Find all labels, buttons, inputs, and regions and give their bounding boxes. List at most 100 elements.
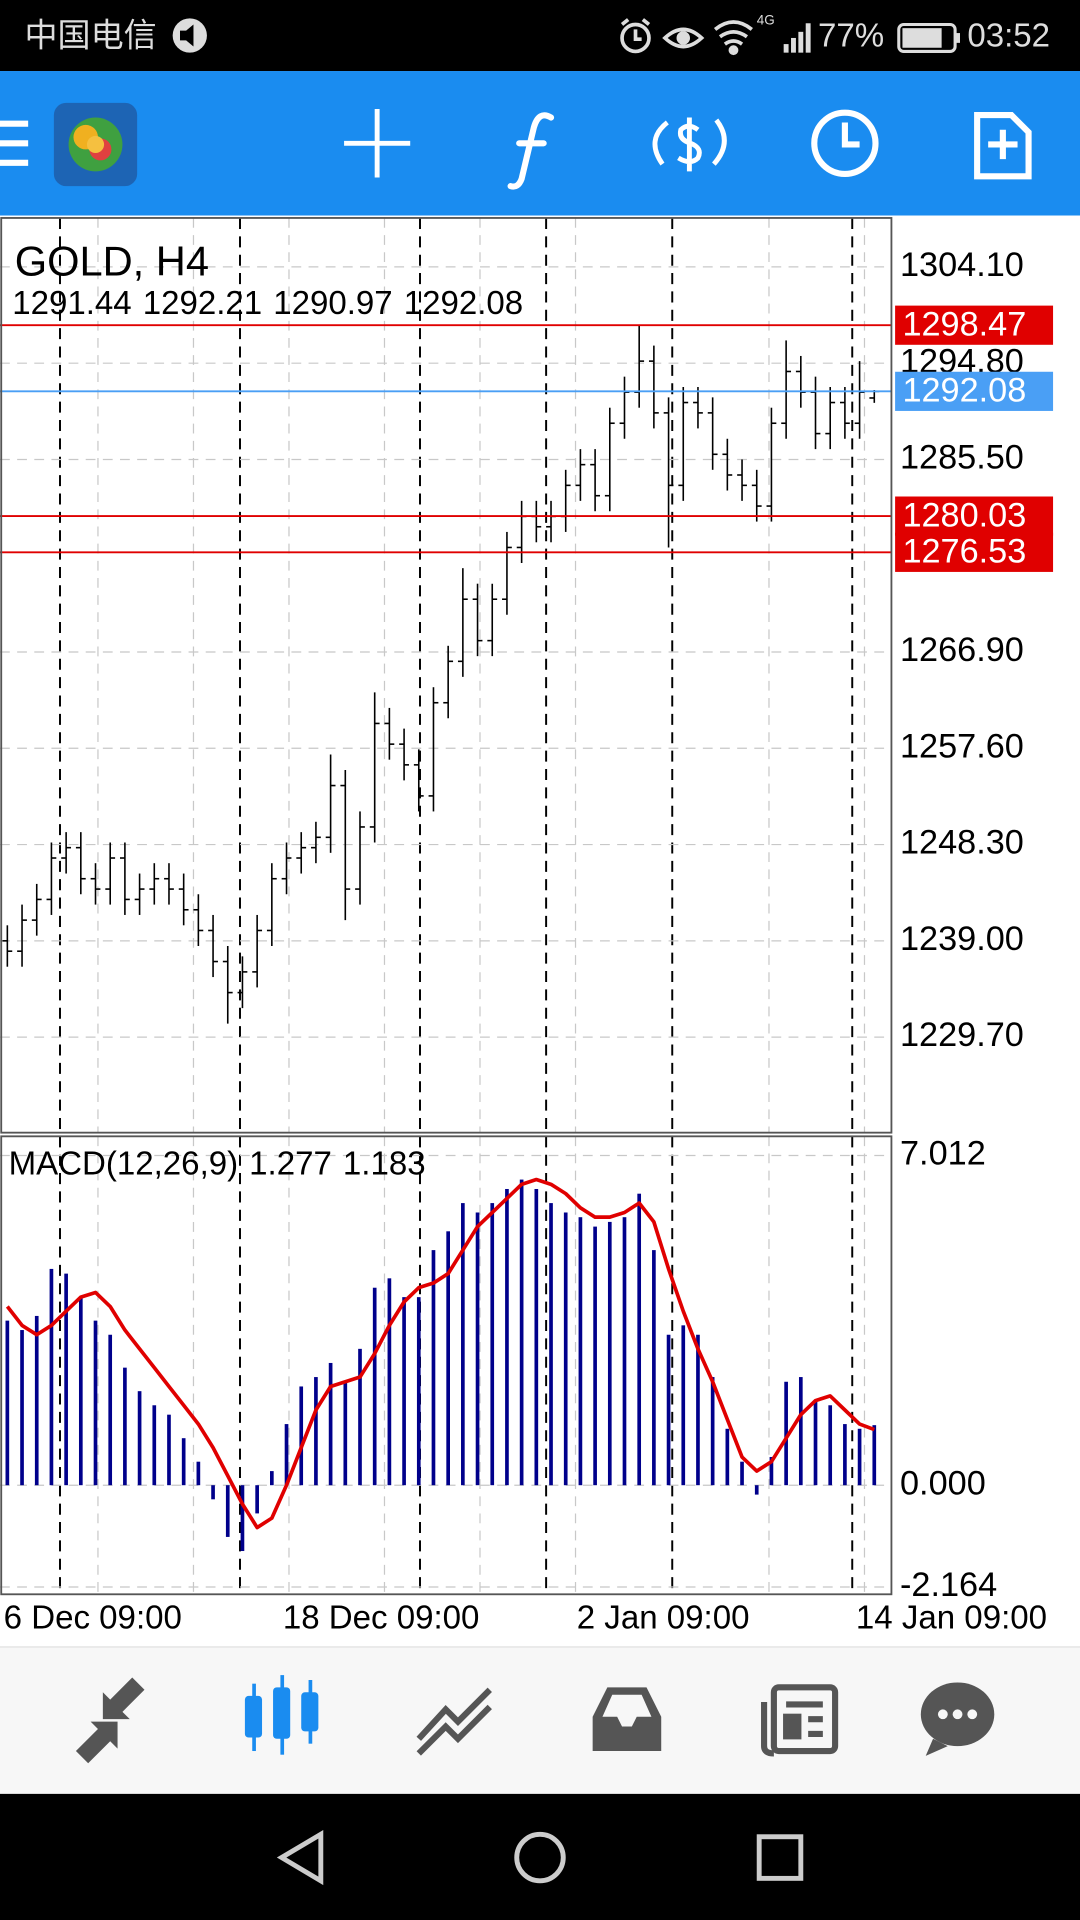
histogram-bar bbox=[857, 1428, 862, 1486]
price-level-tag bbox=[895, 371, 1054, 411]
y-tick-label: 1239.00 bbox=[900, 920, 1024, 958]
history-tab[interactable] bbox=[592, 1687, 662, 1752]
histogram-bar bbox=[637, 1193, 642, 1486]
histogram-bar bbox=[314, 1377, 318, 1486]
histogram-bar bbox=[681, 1325, 686, 1486]
histogram-bar bbox=[431, 1250, 436, 1486]
y-tick-label: 1257.60 bbox=[900, 727, 1024, 765]
y-tick-label: 1266.90 bbox=[900, 631, 1024, 669]
eye-icon bbox=[662, 27, 705, 49]
new-order-button[interactable] bbox=[974, 112, 1032, 180]
home-button[interactable] bbox=[514, 1831, 566, 1884]
histogram-bar bbox=[784, 1381, 788, 1486]
histogram-bar bbox=[152, 1405, 157, 1486]
histogram-bar bbox=[607, 1221, 612, 1486]
histogram-bar bbox=[328, 1362, 333, 1486]
histogram-bar bbox=[798, 1377, 803, 1486]
battery-level: 77% bbox=[818, 18, 884, 55]
back-button[interactable] bbox=[276, 1829, 324, 1886]
low-value: 1290.97 bbox=[273, 285, 392, 322]
battery-icon bbox=[897, 22, 960, 53]
histogram-bar bbox=[769, 1456, 774, 1486]
histogram-bar bbox=[505, 1188, 509, 1486]
histogram-bar bbox=[225, 1485, 230, 1537]
histogram-bar bbox=[549, 1203, 553, 1486]
price-level-label: 1298.47 bbox=[902, 305, 1026, 343]
macd-value: 1.277 bbox=[249, 1145, 332, 1182]
carrier: 中国电信 bbox=[24, 18, 156, 55]
price-level-tag bbox=[895, 532, 1054, 572]
histogram-bar bbox=[622, 1217, 627, 1486]
crosshair-button[interactable] bbox=[344, 108, 411, 178]
sound-icon bbox=[172, 18, 207, 53]
trade-tab[interactable] bbox=[416, 1687, 492, 1756]
y-tick-label: 1304.10 bbox=[900, 246, 1024, 284]
histogram-bar bbox=[284, 1424, 289, 1486]
histogram-bar bbox=[5, 1320, 10, 1486]
histogram-bar bbox=[343, 1381, 348, 1486]
histogram-bar bbox=[828, 1405, 833, 1486]
x-tick-label: 2 Jan 09:00 bbox=[577, 1600, 750, 1637]
chart-title: GOLD, H4 bbox=[15, 237, 209, 284]
histogram-bar bbox=[725, 1428, 730, 1486]
histogram-bar bbox=[754, 1485, 759, 1495]
histogram-bar bbox=[519, 1179, 524, 1486]
y-tick-label: -2.164 bbox=[900, 1566, 997, 1604]
high-value: 1292.21 bbox=[143, 285, 262, 322]
histogram-bar bbox=[255, 1485, 259, 1514]
signal-value: 1.183 bbox=[343, 1145, 426, 1182]
macd-panel-border bbox=[0, 1135, 893, 1596]
chat-tab[interactable] bbox=[920, 1682, 995, 1756]
quotes-tab[interactable] bbox=[75, 1677, 145, 1764]
histogram-bar bbox=[387, 1278, 392, 1486]
news-tab[interactable] bbox=[761, 1684, 839, 1757]
histogram-bar bbox=[123, 1367, 127, 1486]
histogram-bar bbox=[196, 1461, 201, 1486]
open-value: 1291.44 bbox=[12, 285, 131, 322]
histogram-bar bbox=[710, 1377, 715, 1486]
histogram-bar bbox=[181, 1438, 186, 1486]
close-value: 1292.08 bbox=[404, 285, 523, 322]
histogram-bar bbox=[843, 1424, 847, 1486]
histogram-bar bbox=[167, 1414, 171, 1486]
chart-area bbox=[0, 216, 1080, 1647]
price-level-tag bbox=[895, 305, 1054, 345]
x-tick-label: 14 Jan 09:00 bbox=[856, 1600, 1047, 1637]
histogram-bar bbox=[593, 1226, 597, 1486]
y-tick-label: 7.012 bbox=[900, 1135, 986, 1173]
clock: 03:52 bbox=[967, 18, 1050, 55]
app-logo[interactable] bbox=[53, 102, 138, 187]
alarm-icon bbox=[620, 18, 651, 54]
indicators-button[interactable] bbox=[507, 112, 555, 190]
recents-button[interactable] bbox=[756, 1834, 804, 1881]
trade-button[interactable] bbox=[652, 117, 727, 172]
histogram-bar bbox=[563, 1212, 568, 1486]
histogram-bar bbox=[211, 1485, 215, 1500]
y-tick-label: 1285.50 bbox=[900, 439, 1024, 477]
menu-button[interactable] bbox=[0, 120, 29, 166]
histogram-bar bbox=[20, 1330, 24, 1486]
y-tick-label: 1229.70 bbox=[900, 1016, 1024, 1054]
plot bbox=[0, 217, 892, 1595]
ohlc-readout: 1291.44 1292.21 1290.97 1292.08 bbox=[12, 285, 523, 322]
histogram-bar bbox=[534, 1188, 539, 1486]
histogram-bar bbox=[461, 1203, 465, 1486]
periods-button[interactable] bbox=[811, 109, 879, 177]
signal-line bbox=[5, 1177, 875, 1530]
histogram-bar bbox=[78, 1297, 83, 1486]
x-tick-label: 18 Dec 09:00 bbox=[283, 1600, 480, 1637]
histogram-bar bbox=[666, 1334, 671, 1486]
histogram-bar bbox=[358, 1348, 362, 1486]
price-level-label: 1276.53 bbox=[902, 533, 1026, 571]
histogram-bar bbox=[813, 1400, 818, 1486]
histogram-bar bbox=[93, 1320, 98, 1486]
price-level-label: 1280.03 bbox=[902, 496, 1026, 534]
chart-tab[interactable] bbox=[244, 1675, 319, 1755]
histogram-bar bbox=[34, 1315, 39, 1486]
histogram-bar bbox=[108, 1334, 113, 1486]
histogram-bar bbox=[270, 1471, 274, 1486]
histogram-bar bbox=[49, 1268, 54, 1486]
histogram-bar bbox=[137, 1391, 142, 1486]
price-level-tag bbox=[895, 496, 1054, 536]
